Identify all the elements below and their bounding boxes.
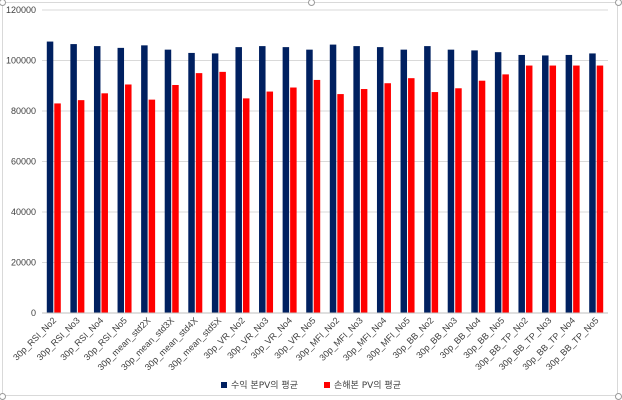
bar-loss[interactable] bbox=[573, 65, 580, 313]
resize-handle-top-left[interactable] bbox=[0, 0, 6, 6]
bar-loss[interactable] bbox=[172, 84, 179, 314]
bar-loss[interactable] bbox=[219, 71, 226, 313]
bar-loss[interactable] bbox=[54, 103, 61, 313]
bar-profit[interactable] bbox=[164, 49, 172, 314]
bar-loss[interactable] bbox=[525, 65, 533, 313]
bar-profit[interactable] bbox=[235, 47, 242, 314]
bar-loss[interactable] bbox=[502, 74, 509, 313]
y-tick-label: 40000 bbox=[11, 207, 36, 217]
bar-profit[interactable] bbox=[329, 44, 337, 313]
bar-profit[interactable] bbox=[46, 41, 54, 313]
bar-profit[interactable] bbox=[447, 49, 455, 314]
bar-loss[interactable] bbox=[337, 94, 344, 314]
bar-loss[interactable] bbox=[455, 88, 462, 314]
y-tick-label: 20000 bbox=[11, 258, 36, 268]
bar-loss[interactable] bbox=[313, 79, 321, 313]
bar-profit[interactable] bbox=[400, 49, 408, 314]
bar-loss[interactable] bbox=[148, 99, 156, 313]
bar-profit[interactable] bbox=[565, 54, 573, 313]
gridlines bbox=[42, 9, 608, 263]
bar-profit[interactable] bbox=[589, 53, 596, 314]
bar-loss[interactable] bbox=[431, 92, 439, 313]
bar-loss[interactable] bbox=[384, 83, 391, 313]
y-tick-label: 0 bbox=[31, 308, 36, 318]
bar-loss[interactable] bbox=[549, 65, 557, 313]
bar-profit[interactable] bbox=[141, 45, 148, 313]
bar-profit[interactable] bbox=[306, 49, 313, 314]
bar-profit[interactable] bbox=[353, 46, 360, 314]
bar-profit[interactable] bbox=[211, 53, 219, 314]
legend-swatch-profit bbox=[221, 381, 227, 388]
bar-profit[interactable] bbox=[424, 46, 431, 314]
bar-profit[interactable] bbox=[188, 52, 195, 314]
bar-loss[interactable] bbox=[101, 93, 108, 313]
bar-loss[interactable] bbox=[266, 91, 274, 314]
bar-profit[interactable] bbox=[376, 47, 384, 314]
x-axis-tick-labels: 30p_RSI_No230p_RSI_No330p_RSI_No430p_RSI… bbox=[11, 315, 600, 372]
bar-loss[interactable] bbox=[242, 98, 250, 313]
y-tick-label: 60000 bbox=[11, 157, 36, 167]
bar-profit[interactable] bbox=[93, 46, 101, 314]
legend-label-loss: 손해본 PV의 평균 bbox=[334, 381, 401, 391]
bar-profit[interactable] bbox=[542, 55, 549, 313]
bar-series[interactable] bbox=[46, 41, 604, 314]
bar-loss[interactable] bbox=[596, 65, 604, 313]
resize-handle-top-center[interactable] bbox=[308, 0, 315, 6]
bar-profit[interactable] bbox=[494, 52, 502, 313]
legend-swatch-loss bbox=[324, 381, 330, 388]
bar-loss[interactable] bbox=[125, 84, 132, 313]
y-axis-tick-labels: 0 20000 40000 60000 80000 100000 120000 bbox=[6, 5, 36, 318]
bar-loss[interactable] bbox=[195, 73, 203, 313]
legend-item-profit[interactable]: 수익 본PV의 평균 bbox=[221, 378, 298, 391]
y-tick-label: 120000 bbox=[6, 5, 36, 15]
legend-item-loss[interactable]: 손해본 PV의 평균 bbox=[324, 378, 401, 391]
legend[interactable]: 수익 본PV의 평균 손해본 PV의 평균 bbox=[0, 378, 622, 391]
bar-profit[interactable] bbox=[70, 44, 77, 314]
bar-loss[interactable] bbox=[478, 80, 486, 313]
bar-profit[interactable] bbox=[117, 47, 125, 313]
bar-loss[interactable] bbox=[408, 78, 415, 313]
y-tick-label: 80000 bbox=[11, 106, 36, 116]
bar-profit[interactable] bbox=[282, 47, 290, 314]
bar-loss[interactable] bbox=[290, 87, 297, 313]
bar-loss[interactable] bbox=[360, 89, 368, 313]
legend-label-profit: 수익 본PV의 평균 bbox=[231, 381, 298, 391]
bar-profit[interactable] bbox=[259, 46, 266, 314]
bar-profit[interactable] bbox=[471, 50, 478, 314]
bar-profit[interactable] bbox=[518, 54, 525, 313]
bar-loss[interactable] bbox=[77, 100, 85, 313]
y-tick-label: 100000 bbox=[6, 56, 36, 66]
